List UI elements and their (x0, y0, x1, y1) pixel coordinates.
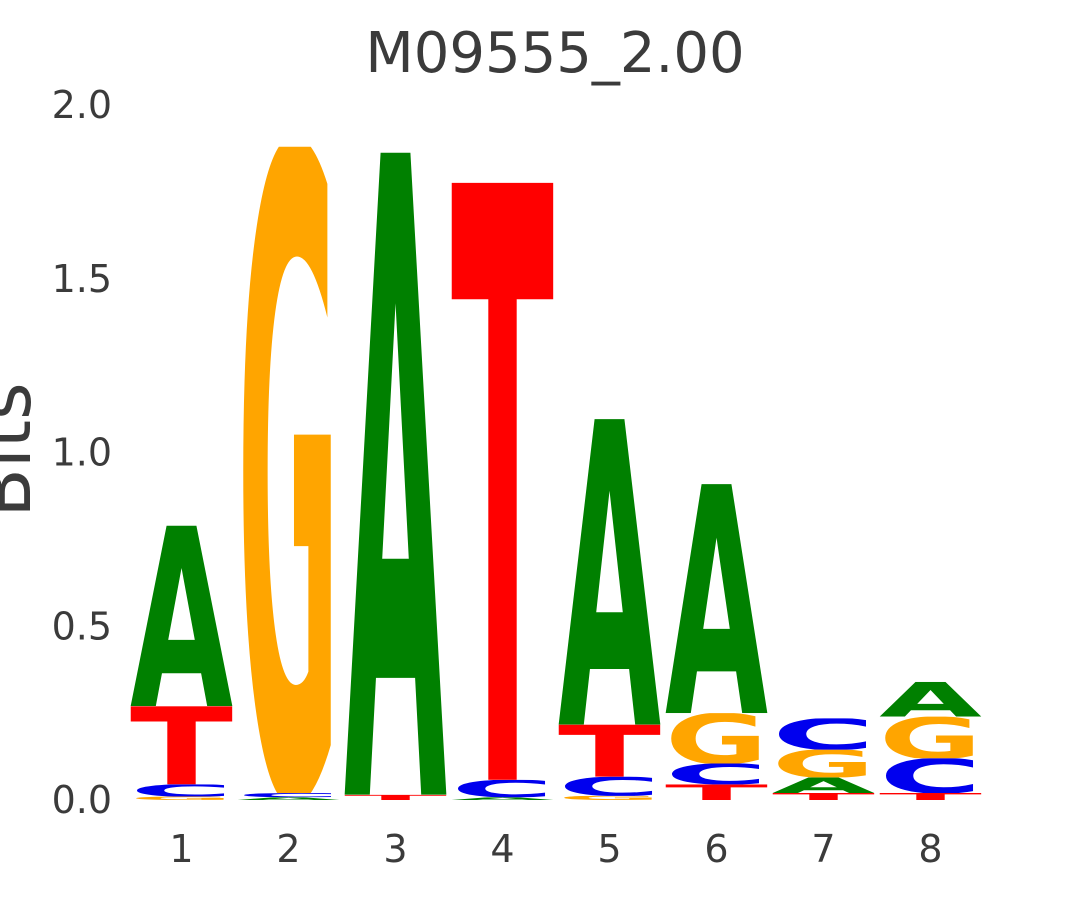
logo-letter-G-pos1: G (130, 796, 233, 802)
logo-letter-A-pos7: A (772, 773, 875, 798)
base-glyph-C: C (130, 781, 233, 800)
y-tick-label: 2.0 (52, 83, 112, 127)
x-tick-label: 3 (383, 827, 407, 871)
logo-letter-A-pos6: A (665, 423, 768, 788)
logo-letter-C-pos1: C (130, 781, 233, 800)
chart-title: M09555_2.00 (365, 21, 744, 86)
base-glyph-A: A (451, 796, 554, 800)
logo-letter-G-pos7: G (772, 742, 875, 786)
logo-letter-T-pos6: T (665, 780, 768, 805)
base-glyph-G: G (237, 0, 340, 900)
x-axis-ticks: 1 2 3 4 5 6 7 8 (169, 827, 942, 871)
base-glyph-G: G (772, 742, 875, 786)
base-glyph-T: T (344, 793, 447, 801)
logo-letter-G-pos6: G (665, 700, 768, 780)
base-glyph-C: C (558, 772, 661, 802)
logo-letter-A-pos2: A (237, 796, 340, 800)
base-glyph-C: C (772, 710, 875, 760)
logo-letter-T-pos7: T (772, 791, 875, 802)
base-glyph-A: A (879, 672, 982, 728)
base-glyph-G: G (665, 700, 768, 780)
base-glyph-T: T (451, 20, 555, 900)
logo-letter-A-pos3: A (344, 0, 448, 900)
logo-letter-T-pos5: T (558, 711, 661, 794)
x-tick-label: 8 (918, 827, 942, 871)
base-glyph-G: G (558, 795, 661, 802)
y-axis-ticks: 0.0 0.5 1.0 1.5 2.0 (52, 83, 112, 822)
base-glyph-C: C (237, 792, 340, 799)
logo-letter-T-pos8: T (879, 791, 982, 802)
logo-letter-G-pos2: G (237, 0, 340, 900)
logo-letter-C-pos5: C (558, 772, 661, 802)
logo-letter-C-pos2: C (237, 792, 340, 799)
x-tick-label: 5 (597, 827, 621, 871)
logo-letter-T-pos1: T (130, 685, 233, 810)
base-glyph-G: G (130, 796, 233, 802)
y-tick-label: 1.0 (52, 431, 112, 475)
y-tick-label: 0.0 (52, 778, 112, 822)
base-glyph-C: C (665, 758, 768, 791)
base-glyph-A: A (558, 336, 662, 824)
base-glyph-T: T (665, 780, 768, 805)
logo-letter-G-pos8: G (879, 706, 982, 772)
base-glyph-A: A (130, 476, 233, 765)
logo-letter-A-pos5: A (558, 336, 662, 824)
logo-letter-A-pos1: A (130, 476, 233, 765)
logo-letter-A-pos4: A (451, 796, 554, 800)
logo-letter-G-pos5: G (558, 795, 661, 802)
base-glyph-A: A (344, 0, 448, 900)
logo-letter-C-pos7: C (772, 710, 875, 760)
base-glyph-T: T (558, 711, 661, 794)
base-glyph-C: C (451, 775, 554, 803)
base-glyph-T: T (130, 685, 233, 810)
x-tick-label: 4 (490, 827, 514, 871)
y-tick-label: 0.5 (52, 604, 112, 648)
logo-letter-A-pos8: A (879, 672, 982, 728)
x-tick-label: 6 (704, 827, 728, 871)
base-glyph-T: T (772, 791, 875, 802)
base-glyph-C: C (879, 749, 982, 805)
base-glyph-A: A (237, 796, 340, 800)
logo-letter-C-pos8: C (879, 749, 982, 805)
y-tick-label: 1.5 (52, 257, 112, 301)
x-tick-label: 1 (169, 827, 193, 871)
x-tick-label: 2 (276, 827, 300, 871)
logo-letter-T-pos4: T (451, 20, 555, 900)
base-glyph-G: G (879, 706, 982, 772)
base-glyph-A: A (772, 773, 875, 798)
base-glyph-A: A (665, 423, 768, 788)
x-tick-label: 7 (811, 827, 835, 871)
logo-letter-T-pos3: T (344, 793, 447, 801)
base-glyph-T: T (879, 791, 982, 802)
logo-letter-C-pos4: C (451, 775, 554, 803)
logo-letter-C-pos6: C (665, 758, 768, 791)
y-axis-label: Bits (0, 382, 47, 517)
